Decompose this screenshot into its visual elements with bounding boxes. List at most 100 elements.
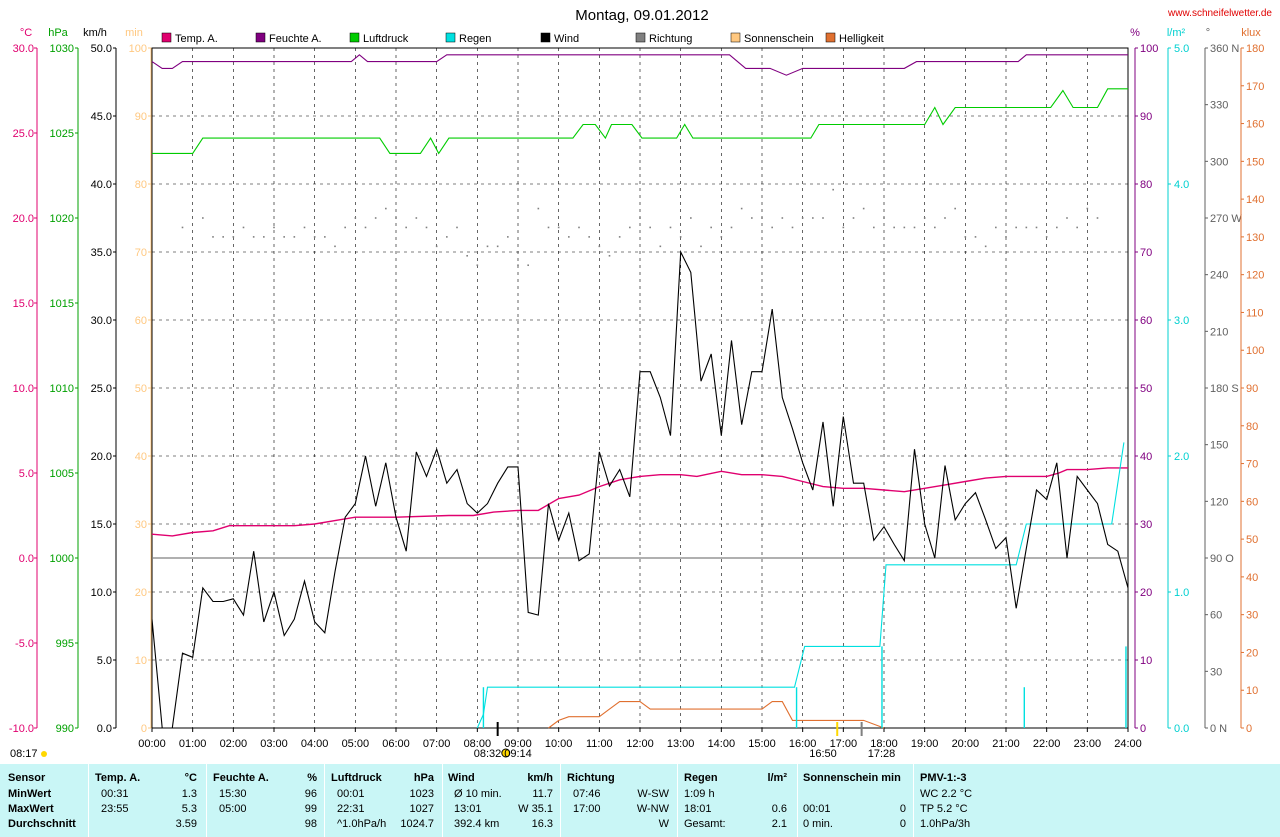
direction-point	[517, 264, 519, 267]
wind-axis-tick: 5.0	[97, 655, 112, 667]
series-helligkeit-line	[548, 701, 885, 729]
pressure-axis-tick: 990	[56, 723, 74, 735]
direction-point	[557, 226, 560, 229]
stats-header-pressure: Luftdruck	[331, 772, 382, 784]
pressure-axis-tick: 1005	[50, 468, 74, 480]
temp-axis-tick: 25.0	[13, 128, 34, 140]
direction-axis-unit: °	[1206, 27, 1210, 39]
stats-column-divider	[797, 764, 798, 837]
temp-axis-tick: 15.0	[13, 298, 34, 310]
direction-point	[181, 226, 184, 229]
legend-label: Richtung	[649, 33, 692, 45]
time-tick-label: 11:00	[586, 738, 613, 750]
series-temp-a-line	[151, 467, 1128, 537]
time-tick-label: 09:00	[504, 738, 532, 750]
direction-point	[883, 217, 885, 219]
stats-column-divider	[442, 764, 443, 837]
stats-humidity-time: 15:30	[219, 788, 247, 800]
direction-point	[690, 217, 692, 219]
stats-direction-value: W	[658, 818, 669, 830]
stats-rain-time: 18:01	[684, 803, 712, 815]
direction-axis-tick: 330	[1210, 100, 1228, 112]
humidity-axis-tick: 100	[1140, 43, 1158, 55]
klux-axis-tick: 120	[1246, 270, 1264, 282]
stats-rain-time: 1:09 h	[684, 788, 715, 800]
direction-point	[263, 236, 265, 238]
direction-axis-tick: 90 O	[1210, 553, 1234, 565]
direction-point	[1096, 217, 1099, 219]
stats-header-rain: Regen	[684, 772, 718, 784]
direction-point	[293, 236, 296, 238]
direction-point	[283, 236, 285, 238]
sun-icon	[501, 748, 511, 758]
stats-header-temp: Temp. A.	[95, 772, 141, 784]
time-tick-label: 20:00	[952, 738, 980, 750]
sunmin-axis-unit: min	[125, 27, 143, 39]
direction-point	[822, 217, 824, 219]
sunrise-mark-label-2: 09:14	[504, 748, 532, 760]
time-tick-label: 15:00	[748, 738, 776, 750]
humidity-axis-tick: 50	[1140, 383, 1152, 395]
stats-wind-time: Ø 10 min.	[454, 788, 502, 800]
klux-axis-tick: 10	[1246, 685, 1258, 697]
direction-point	[873, 226, 875, 229]
direction-point	[1086, 207, 1089, 210]
direction-point	[252, 236, 255, 238]
direction-point	[232, 236, 235, 238]
humidity-axis-tick: 70	[1140, 247, 1152, 259]
stats-temp-value: 5.3	[181, 803, 197, 815]
humidity-axis-unit: %	[1130, 27, 1140, 39]
stats-header-pmv: PMV-1:-3	[920, 772, 967, 784]
stats-column-divider	[206, 764, 207, 837]
legend-label: Regen	[459, 33, 491, 45]
direction-axis-tick: 60	[1210, 610, 1222, 622]
site-url[interactable]: www.schneifelwetter.de	[1167, 8, 1272, 19]
time-tick-label: 06:00	[382, 738, 410, 750]
direction-point	[710, 226, 712, 229]
direction-point	[364, 226, 367, 229]
pressure-axis-tick: 1020	[50, 213, 74, 225]
wind-axis-tick: 15.0	[91, 519, 112, 531]
wind-axis-tick: 50.0	[91, 43, 112, 55]
stats-wind-value: 11.7	[532, 788, 553, 800]
time-tick-label: 17:00	[830, 738, 858, 750]
stats-row-label: MinWert	[8, 788, 52, 800]
direction-point	[578, 226, 580, 229]
direction-point	[527, 264, 529, 267]
direction-point	[679, 236, 682, 238]
sunmin-axis-tick: 90	[135, 111, 147, 123]
direction-point	[334, 245, 336, 248]
stats-pressure-value: 1023	[409, 788, 434, 800]
sunset-mark-label-2: 17:28	[868, 748, 896, 760]
direction-axis-tick: 30	[1210, 666, 1222, 678]
direction-point	[344, 226, 346, 229]
grid	[151, 47, 1129, 729]
direction-point	[466, 254, 468, 257]
direction-axis-tick: 360 N	[1210, 43, 1239, 55]
stats-sunshine-time: 00:01	[803, 803, 831, 815]
humidity-axis-tick: 10	[1140, 655, 1152, 667]
time-tick-label: 24:00	[1114, 738, 1142, 750]
stats-wind-value: W 35.1	[518, 803, 553, 815]
direction-point	[771, 226, 773, 229]
wind-axis-tick: 40.0	[91, 179, 112, 191]
legend-swatch	[445, 32, 456, 43]
pressure-axis-tick: 1025	[50, 128, 74, 140]
legend-swatch	[825, 32, 836, 43]
direction-point	[852, 217, 855, 219]
direction-point	[995, 226, 997, 229]
direction-point	[832, 188, 834, 191]
direction-point	[659, 245, 662, 248]
sunrise-icon	[41, 751, 47, 757]
stats-sunshine-value: 0	[899, 803, 906, 815]
temp-axis-tick: 0.0	[19, 553, 34, 565]
direction-point	[639, 217, 641, 219]
direction-point	[649, 226, 651, 229]
temp-axis-tick: -10.0	[9, 723, 34, 735]
klux-axis-unit: klux	[1241, 27, 1261, 39]
time-tick-label: 05:00	[342, 738, 370, 750]
stats-header-sunshine: Sonnenschein min	[803, 772, 901, 784]
humidity-axis-tick: 20	[1140, 587, 1152, 599]
direction-point	[537, 207, 540, 210]
legend-label: Sonnenschein	[744, 33, 814, 45]
